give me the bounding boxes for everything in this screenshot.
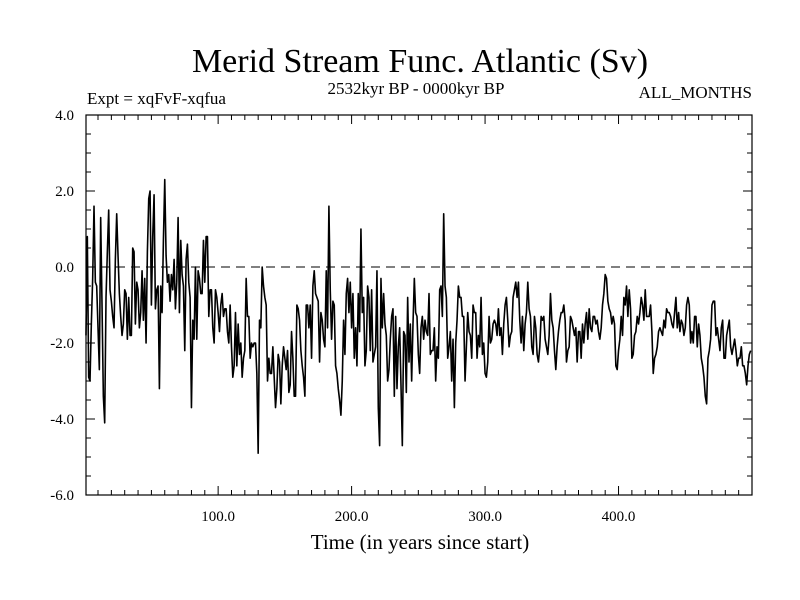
chart-title: Merid Stream Func. Atlantic (Sv)	[192, 43, 648, 80]
y-tick-label: 4.0	[55, 108, 74, 124]
x-tick-label: 100.0	[201, 509, 235, 525]
y-tick-label: -6.0	[50, 488, 74, 504]
y-tick-label: 0.0	[55, 260, 74, 276]
series-line	[85, 178, 752, 455]
y-tick-label: -2.0	[50, 336, 74, 352]
y-tick-label: 2.0	[55, 184, 74, 200]
axes: 100.0 200.0 300.0 400.0 -6.0 -4.0 -2.0 0.0 2.0 4.…	[50, 108, 752, 525]
x-tick-label: 300.0	[468, 509, 502, 525]
x-tick-label: 200.0	[335, 509, 369, 525]
x-tick-label: 400.0	[602, 509, 636, 525]
subtitle-right: ALL_MONTHS	[639, 83, 752, 102]
subtitle-center: 2532kyr BP - 0000kyr BP	[328, 79, 505, 98]
y-tick-label: -4.0	[50, 412, 74, 428]
subtitle-left: Expt = xqFvF-xqfua	[87, 89, 226, 108]
x-axis-label: Time (in years since start)	[311, 530, 530, 554]
